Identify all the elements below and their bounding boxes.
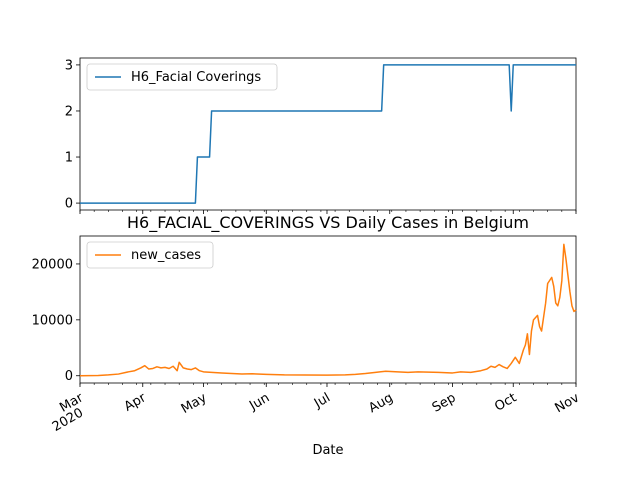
bottom-panel: H6_FACIAL_COVERINGS VS Daily Cases in Be… bbox=[32, 213, 583, 458]
bottom-ytick-label: 0 bbox=[65, 369, 73, 384]
xtick-label: Sep bbox=[430, 390, 459, 415]
top-series bbox=[80, 64, 576, 204]
top-ytick-label: 3 bbox=[65, 58, 73, 73]
xtick-label: Aug bbox=[366, 390, 395, 416]
top-legend-box bbox=[86, 63, 278, 91]
xtick-label: Jul bbox=[311, 390, 333, 411]
bottom-plot-frame bbox=[79, 235, 577, 384]
bottom-legend-box bbox=[86, 241, 214, 269]
bottom-legend: new_cases bbox=[86, 241, 214, 269]
bottom-chart-title: H6_FACIAL_COVERINGS VS Daily Cases in Be… bbox=[127, 213, 529, 233]
top-plot-frame bbox=[79, 57, 577, 211]
top-series-line bbox=[80, 64, 576, 204]
xtick-label: Jun bbox=[246, 390, 272, 414]
top-xticks bbox=[79, 210, 577, 214]
xtick-label: Nov bbox=[553, 390, 583, 416]
xtick-label: Oct bbox=[492, 390, 519, 414]
bottom-series-line bbox=[79, 243, 577, 377]
x-axis-label: Date bbox=[312, 443, 343, 458]
bottom-legend-label: new_cases bbox=[131, 248, 201, 263]
top-panel: 0 1 2 3 H6_Facial Coverings bbox=[65, 57, 577, 214]
bottom-yticks: 0 10000 20000 bbox=[32, 257, 80, 384]
bottom-ytick-label: 10000 bbox=[32, 313, 73, 328]
top-legend-label: H6_Facial Coverings bbox=[131, 70, 261, 85]
top-ytick-label: 2 bbox=[65, 104, 73, 119]
top-ytick-label: 1 bbox=[65, 151, 73, 166]
top-legend: H6_Facial Coverings bbox=[86, 63, 278, 91]
xtick-label: Apr bbox=[122, 390, 150, 415]
xtick-label: May bbox=[179, 390, 210, 417]
top-yticks: 0 1 2 3 bbox=[65, 58, 80, 212]
bottom-series bbox=[79, 243, 577, 377]
bottom-ytick-label: 20000 bbox=[32, 257, 73, 272]
top-ytick-label: 0 bbox=[65, 197, 73, 212]
